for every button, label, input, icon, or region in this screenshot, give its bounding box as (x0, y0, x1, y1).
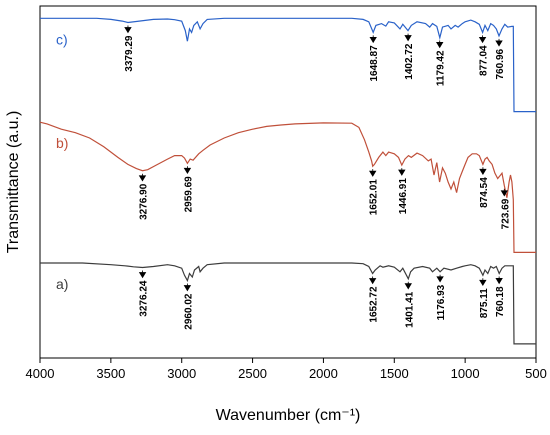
peak-label-18: 875.11 (479, 288, 490, 318)
series-layer (39, 17, 536, 345)
peak-arrow-17 (436, 274, 444, 283)
peak-label-5: 877.04 (479, 45, 490, 76)
series-line-1 (40, 17, 536, 113)
peak-arrow-14 (183, 283, 192, 292)
peak-label-4: 1179.42 (436, 50, 447, 86)
x-ticks-layer: 4000 3500 3000 2500 2000 1500 1000 500 (26, 358, 547, 381)
peak-arrow-19 (495, 276, 503, 285)
peak-label-2: 1648.87 (369, 45, 380, 82)
x-tick-label-5: 2000 (309, 366, 338, 381)
peak-arrow-12 (500, 188, 509, 197)
peak-arrow-8 (183, 166, 192, 175)
peak-arrow-4 (436, 40, 444, 49)
peak-label-7: 3276.90 (138, 183, 149, 220)
peak-arrow-16 (404, 281, 412, 290)
peak-label-10: 1446.91 (398, 178, 409, 215)
peak-arrow-1 (124, 25, 132, 34)
x-tick-label-1: 4000 (26, 366, 55, 381)
peak-label-3: 1402.72 (404, 43, 415, 80)
x-axis-title: Wavenumber (cm⁻¹) (216, 407, 361, 424)
x-tick-label-6: 1500 (380, 366, 409, 381)
peak-label-8: 2959.69 (183, 176, 194, 213)
x-tick-label-8: 500 (525, 366, 547, 381)
peak-arrow-10 (398, 168, 406, 176)
x-tick-label-4: 2500 (238, 366, 267, 381)
peak-arrow-2 (369, 35, 377, 44)
peak-label-1: 3379.29 (124, 35, 135, 72)
peak-labels-layer: 3379.29 1648.87 1402.72 1179.42 877.04 760.96… (124, 25, 511, 330)
peak-arrow-7 (138, 173, 147, 182)
peak-arrow-11 (479, 167, 487, 176)
series-label-1: c) (56, 31, 68, 47)
peak-label-13: 3276.24 (139, 280, 150, 317)
series-line-3 (40, 262, 536, 345)
series-line-2 (39, 121, 536, 253)
series-labels-layer: c) b) a) (56, 31, 68, 292)
plot-frame (39, 5, 537, 359)
peak-arrow-15 (368, 276, 377, 285)
series-label-3: a) (56, 276, 68, 292)
peak-label-9: 1652.01 (369, 179, 380, 216)
x-tick-label-7: 1000 (451, 366, 480, 381)
peak-label-16: 1401.41 (404, 291, 415, 328)
peak-arrow-13 (138, 270, 147, 279)
peak-label-14: 2960.02 (183, 293, 194, 330)
peak-arrow-3 (404, 33, 412, 42)
peak-arrow-5 (478, 35, 487, 44)
series-label-2: b) (56, 135, 68, 151)
peak-arrow-6 (495, 38, 503, 47)
peak-arrow-18 (479, 278, 487, 287)
peak-label-17: 1176.93 (436, 284, 447, 320)
peak-label-6: 760.96 (495, 48, 506, 79)
peak-label-11: 874.54 (479, 177, 490, 208)
y-axis-title: Transmittance (a.u.) (5, 111, 22, 254)
x-tick-label-3: 3000 (167, 366, 196, 381)
x-tick-label-2: 3500 (96, 366, 125, 381)
peak-arrow-9 (369, 169, 377, 177)
peak-label-19: 760.18 (495, 286, 506, 317)
peak-label-15: 1652.72 (369, 286, 380, 323)
peak-label-12: 723.69 (500, 198, 511, 229)
